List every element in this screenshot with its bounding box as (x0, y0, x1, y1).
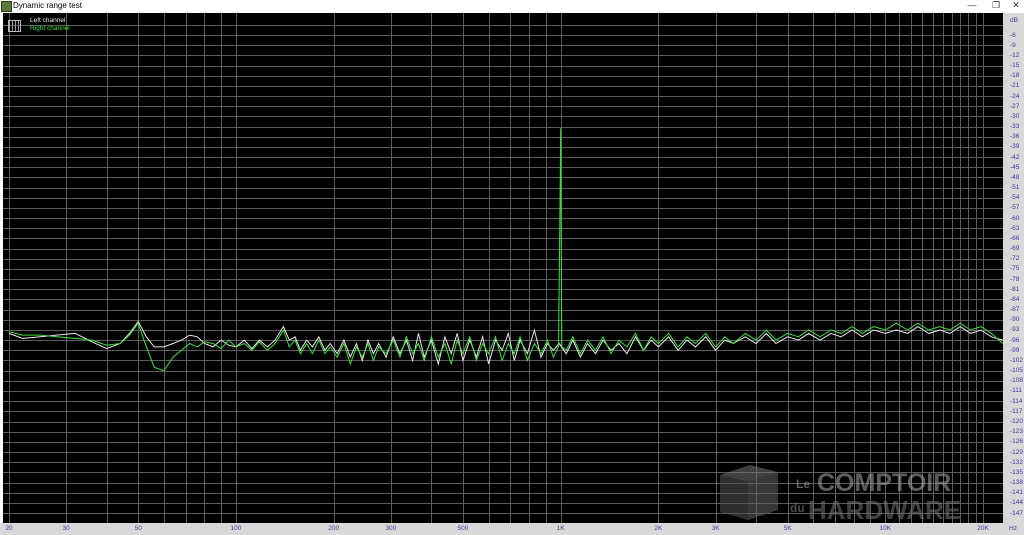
legend-left-channel: Left channel (30, 17, 66, 24)
x-tick-label: 20 (5, 525, 13, 532)
y-tick-label: -81 (1010, 285, 1020, 293)
y-tick-label: -87 (1010, 306, 1020, 314)
x-tick-label: 10K (879, 525, 892, 532)
window-title: Dynamic range test (13, 1, 82, 10)
close-button[interactable]: ✕ (1012, 0, 1020, 10)
x-tick-label: 30 (62, 525, 70, 532)
y-tick-label: -66 (1010, 234, 1020, 242)
y-tick-label: -54 (1010, 194, 1020, 202)
y-tick-label: -93 (1010, 326, 1020, 334)
logo-text: COMPTOIR (817, 469, 951, 497)
y-tick-label: -24 (1010, 92, 1020, 100)
y-tick-label: -33 (1010, 123, 1020, 131)
y-tick-label: -96 (1010, 336, 1020, 344)
y-tick-label: -108 (1010, 377, 1024, 385)
y-tick-label: -21 (1010, 82, 1020, 90)
y-tick-label: -84 (1010, 295, 1020, 303)
series-left-channel (8, 320, 1003, 366)
y-tick-label: -144 (1010, 499, 1024, 507)
y-tick-label: -15 (1010, 62, 1020, 70)
x-tick-label: 5K (783, 525, 792, 532)
y-tick-label: -63 (1010, 224, 1020, 232)
x-tick-label: 500 (457, 525, 469, 532)
x-tick-label: 20K (977, 525, 989, 532)
y-tick-label: -9 (1010, 41, 1016, 49)
y-tick-label: -132 (1010, 458, 1024, 466)
legend-icon[interactable] (8, 20, 21, 32)
logo-text: du (790, 501, 805, 515)
y-tick-label: -123 (1010, 428, 1024, 436)
app-icon (1, 1, 12, 12)
y-tick-label: -102 (1010, 356, 1024, 364)
y-tick-label: -27 (1010, 102, 1020, 110)
y-tick-label: -6 (1010, 31, 1016, 39)
y-tick-label: -42 (1010, 153, 1020, 161)
y-tick-label: -51 (1010, 184, 1020, 192)
grid (3, 13, 1003, 523)
y-tick-label: -45 (1010, 163, 1020, 171)
y-tick-label: -72 (1010, 255, 1020, 263)
y-tick-label: -12 (1010, 51, 1020, 59)
y-tick-label: -90 (1010, 316, 1020, 324)
y-tick-label: -147 (1010, 509, 1024, 517)
legend-right-channel: Right channel (30, 25, 70, 32)
x-tick-label: 200 (328, 525, 340, 532)
x-tick-label: 1K (556, 525, 565, 532)
x-tick-label: 100 (230, 525, 242, 532)
y-tick-label: -117 (1010, 407, 1023, 415)
y-tick-label: -36 (1010, 133, 1020, 141)
logo-text: Le (796, 477, 810, 491)
title-bar: Dynamic range test — ❐ ✕ (0, 0, 1024, 13)
x-axis-panel (0, 523, 1024, 535)
y-tick-label: -48 (1010, 173, 1020, 181)
y-tick-label: -138 (1010, 479, 1024, 487)
plot-area (3, 13, 1003, 523)
y-tick-label: -126 (1010, 438, 1024, 446)
x-unit-label: Hz (1009, 525, 1017, 532)
y-tick-label: -18 (1010, 72, 1020, 80)
y-tick-label: -141 (1010, 489, 1024, 497)
minimize-button[interactable]: — (967, 0, 977, 10)
y-tick-label: -39 (1010, 143, 1020, 151)
y-tick-label: -114 (1010, 397, 1023, 405)
x-tick-label: 50 (134, 525, 142, 532)
y-tick-label: -57 (1010, 204, 1020, 212)
y-tick-label: -60 (1010, 214, 1020, 222)
y-tick-label: -105 (1010, 367, 1024, 375)
y-tick-label: -69 (1010, 245, 1020, 253)
series-group (8, 128, 1004, 372)
y-tick-label: -111 (1010, 387, 1023, 395)
y-tick-label: -30 (1010, 112, 1020, 120)
y-axis-panel (1003, 13, 1024, 535)
y-unit-label: dB (1010, 17, 1018, 24)
x-tick-label: 3K (711, 525, 720, 532)
series-right-channel (8, 128, 1004, 372)
logo-text: HARDWARE (808, 495, 961, 525)
y-tick-label: -99 (1010, 346, 1020, 354)
x-tick-label: 2K (654, 525, 663, 532)
x-tick-label: 300 (385, 525, 397, 532)
restore-button[interactable]: ❐ (991, 0, 1001, 10)
y-tick-label: -129 (1010, 448, 1024, 456)
y-tick-label: -120 (1010, 418, 1024, 425)
y-tick-label: -135 (1010, 468, 1024, 476)
y-tick-label: -75 (1010, 265, 1020, 273)
y-tick-label: -78 (1010, 275, 1020, 283)
watermark-logo: Le COMPTOIR du HARDWARE (720, 465, 961, 525)
